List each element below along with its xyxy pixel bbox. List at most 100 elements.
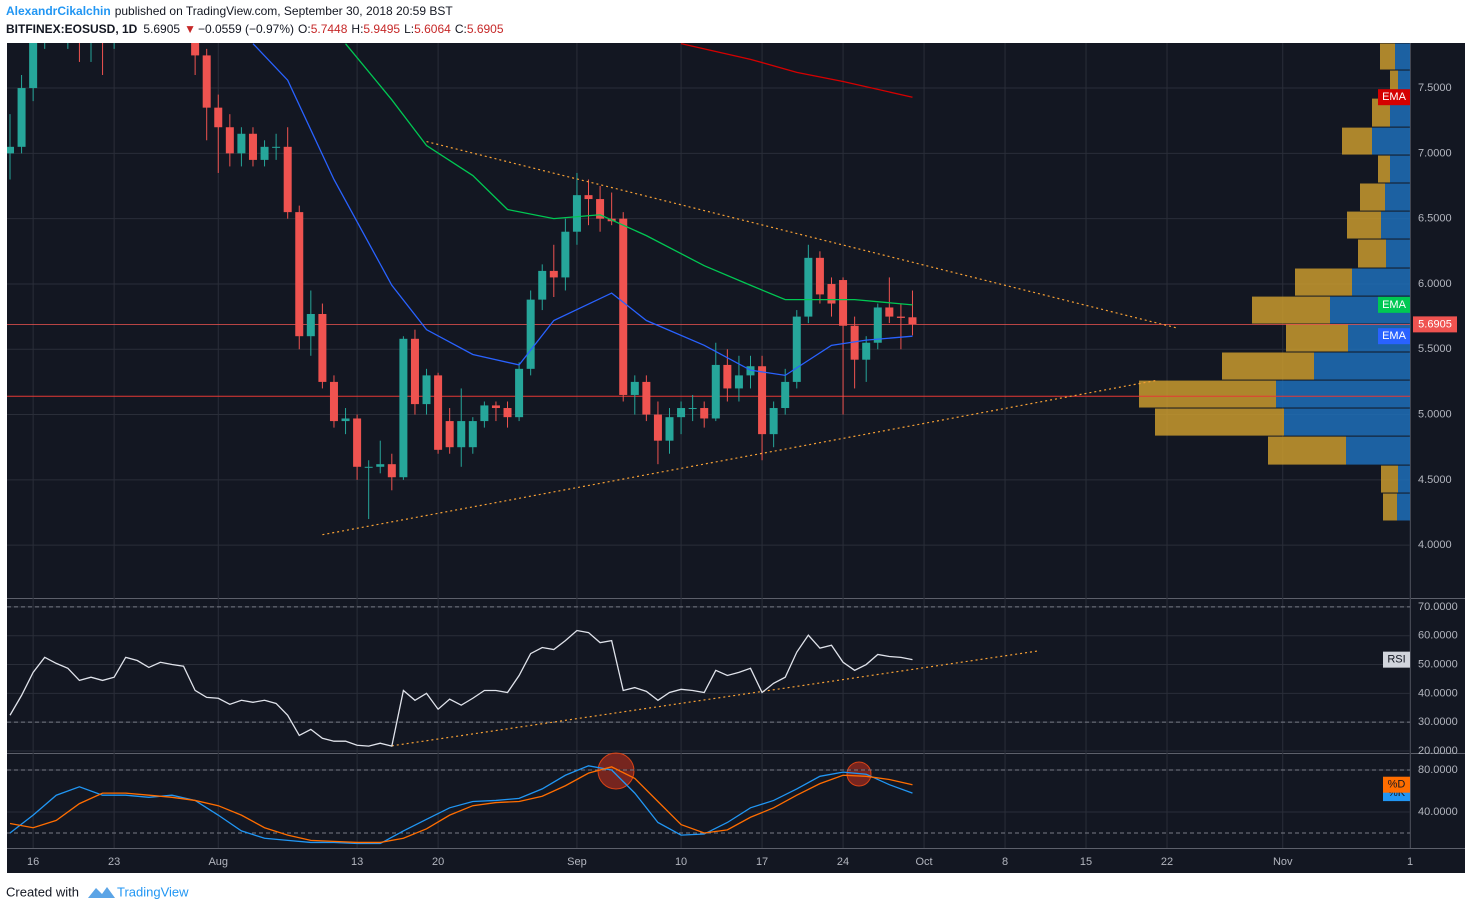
profile-down	[1295, 268, 1352, 296]
ema-tag-bg	[1378, 296, 1410, 313]
profile-down	[1360, 183, 1385, 211]
x-tick-label: 8	[1002, 856, 1008, 868]
ema-tag: EMA	[1382, 299, 1407, 311]
profile-down	[1347, 211, 1381, 239]
candle-body	[480, 405, 489, 422]
ema-tag: EMA	[1382, 91, 1407, 103]
candle-body	[318, 313, 327, 382]
open-label: O:	[298, 22, 311, 36]
profile-down	[1372, 98, 1390, 127]
y-tick-label: 80.0000	[1418, 764, 1458, 776]
profile-up	[1352, 268, 1410, 296]
candle-body	[653, 414, 662, 441]
x-tick-label: Aug	[208, 856, 228, 868]
candle-body	[399, 338, 408, 478]
candle-body	[584, 195, 593, 200]
candle-body	[873, 307, 882, 343]
price-tag-bg	[1413, 316, 1457, 333]
ema-tag: EMA	[1382, 330, 1407, 342]
profile-down	[1155, 408, 1284, 436]
ema-line	[252, 43, 913, 377]
high-label: H:	[351, 22, 363, 36]
candle-body	[815, 257, 824, 295]
profile-up	[1397, 493, 1410, 521]
x-tick-label: 23	[108, 856, 120, 868]
indicator-tag-bg	[1383, 651, 1410, 668]
arrow: ▼	[184, 22, 196, 36]
candle-body	[630, 381, 639, 395]
y-tick-label: 5.0000	[1418, 408, 1452, 420]
candle-body	[538, 270, 547, 300]
candle-body	[376, 464, 385, 467]
y-tick-label: 5.5000	[1418, 343, 1452, 355]
open-value: 5.7448	[311, 22, 348, 36]
symbol: BITFINEX:EOSUSD, 1D	[6, 22, 138, 36]
candle-body	[561, 231, 570, 278]
profile-down	[1268, 436, 1346, 465]
profile-down	[1381, 465, 1398, 493]
x-tick-label: Sep	[567, 856, 587, 868]
profile-up	[1284, 408, 1410, 436]
profile-down	[1383, 493, 1397, 521]
candle-body	[896, 316, 905, 318]
x-tick-label: 16	[27, 856, 39, 868]
ema-line	[680, 43, 913, 98]
candle-body	[572, 195, 581, 232]
candle-body	[596, 199, 605, 219]
footer-brand[interactable]: TradingView	[117, 884, 189, 899]
candle-body	[202, 55, 211, 108]
y-tick-label: 30.0000	[1418, 716, 1458, 728]
profile-down	[1342, 127, 1372, 155]
y-tick-label: 7.5000	[1418, 82, 1452, 94]
candle-body	[700, 408, 709, 419]
trend-line	[391, 650, 1040, 747]
candle-body	[734, 375, 743, 389]
candle-body	[885, 307, 894, 317]
profile-down	[1380, 43, 1395, 70]
close-value: 5.6905	[467, 22, 504, 36]
x-tick-label: 17	[756, 856, 768, 868]
last-price: 5.6905	[143, 22, 180, 36]
y-tick-label: 7.0000	[1418, 147, 1452, 159]
profile-down	[1390, 70, 1398, 98]
y-tick-label: 4.0000	[1418, 539, 1452, 551]
profile-up	[1346, 436, 1410, 465]
candle-body	[515, 368, 524, 418]
candle-body	[688, 408, 697, 410]
candle-body	[422, 375, 431, 405]
change: −0.0559 (−0.97%)	[198, 22, 294, 36]
x-tick-label: Oct	[915, 856, 932, 868]
candle-body	[7, 146, 14, 154]
symbol-line: BITFINEX:EOSUSD, 1D 5.6905 ▼ −0.0559 (−0.97…	[6, 22, 504, 36]
y-tick-label: 70.0000	[1418, 601, 1458, 613]
profile-down	[1139, 380, 1276, 408]
candle-body	[387, 464, 396, 478]
candle-body	[723, 364, 732, 389]
candle-body	[237, 133, 246, 154]
candle-body	[272, 146, 281, 148]
profile-up	[1385, 183, 1410, 211]
x-tick-label: 20	[432, 856, 444, 868]
candle-body	[526, 299, 535, 369]
candle-body	[850, 325, 859, 360]
ema-tag-bg	[1378, 328, 1410, 345]
logo	[88, 887, 115, 898]
x-tick-label: 1	[1407, 856, 1413, 868]
candle-body	[341, 418, 350, 422]
candle-body	[677, 408, 686, 418]
candle-body	[295, 212, 304, 337]
profile-down	[1378, 155, 1390, 183]
candle-body	[711, 364, 720, 419]
profile-up	[1390, 155, 1410, 183]
profile-up	[1395, 43, 1410, 70]
candle-body	[445, 421, 454, 448]
candle-body	[619, 218, 628, 395]
ema-line	[345, 43, 913, 306]
x-tick-label: 13	[351, 856, 363, 868]
profile-down	[1252, 296, 1330, 324]
published: published on TradingView.com, September …	[115, 4, 454, 18]
candle-body	[769, 408, 778, 435]
x-tick-label: 24	[837, 856, 849, 868]
candle-body	[410, 338, 419, 405]
